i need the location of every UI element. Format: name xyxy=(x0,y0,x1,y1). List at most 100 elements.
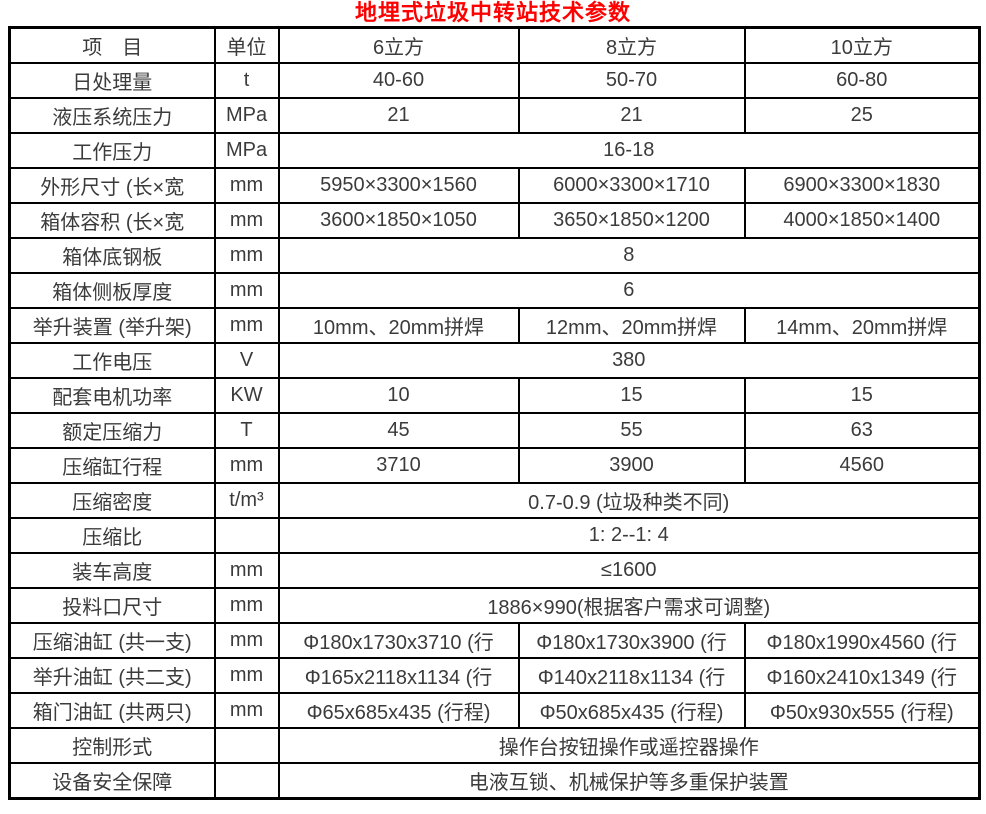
unit-cell: t xyxy=(213,62,280,99)
column-header-10cbm: 10立方 xyxy=(743,26,981,64)
value-cell: 63 xyxy=(743,412,981,449)
table-row: 举升装置 (举升架) mm 10mm、20mm拼焊 12mm、20mm拼焊 14… xyxy=(8,307,981,344)
value-cell: 3900 xyxy=(517,447,746,484)
row-label-cell: 箱体底钢板 xyxy=(8,237,216,274)
value-cell-merged: 380 xyxy=(277,342,981,379)
page-title: 地埋式垃圾中转站技术参数 xyxy=(354,0,631,25)
table-row: 举升油缸 (共二支) mm Φ165x2118x1134 (行 Φ140x211… xyxy=(8,657,981,694)
table-row: 设备安全保障 电液互锁、机械保护等多重保护装置 xyxy=(8,762,981,800)
unit-cell: mm xyxy=(213,167,280,204)
value-cell: 45 xyxy=(277,412,520,449)
value-cell: Φ50x685x435 (行程) xyxy=(517,692,746,729)
table-row: 额定压缩力 T 45 55 63 xyxy=(8,412,981,449)
unit-cell: mm xyxy=(213,552,280,589)
row-label-cell: 压缩油缸 (共一支) xyxy=(8,622,216,659)
value-cell: 10 xyxy=(277,377,520,414)
row-label-cell: 工作电压 xyxy=(8,342,216,379)
header-row: 项 目 单位 6立方 8立方 10立方 xyxy=(8,26,981,64)
value-cell-merged: ≤1600 xyxy=(277,552,981,589)
value-cell: 12mm、20mm拼焊 xyxy=(517,307,746,344)
row-label-cell: 液压系统压力 xyxy=(8,97,216,134)
row-label-cell: 外形尺寸 (长×宽 xyxy=(8,167,216,204)
row-label-cell: 装车高度 xyxy=(8,552,216,589)
value-cell: 60-80 xyxy=(743,62,981,99)
value-cell-merged: 1886×990(根据客户需求可调整) xyxy=(277,587,981,624)
table-row: 箱体底钢板 mm 8 xyxy=(8,237,981,274)
row-label-cell: 压缩缸行程 xyxy=(8,447,216,484)
unit-cell: mm xyxy=(213,237,280,274)
value-cell: Φ50x930x555 (行程) xyxy=(743,692,981,729)
unit-cell: mm xyxy=(213,622,280,659)
table-row: 压缩油缸 (共一支) mm Φ180x1730x3710 (行 Φ180x173… xyxy=(8,622,981,659)
table-row: 配套电机功率 KW 10 15 15 xyxy=(8,377,981,414)
value-cell: Φ180x1990x4560 (行 xyxy=(743,622,981,659)
value-cell: 6000×3300×1710 xyxy=(517,167,746,204)
table-row: 外形尺寸 (长×宽 mm 5950×3300×1560 6000×3300×17… xyxy=(8,167,981,204)
unit-cell xyxy=(213,517,280,554)
row-label-cell: 举升油缸 (共二支) xyxy=(8,657,216,694)
table-row: 日处理量 t 40-60 50-70 60-80 xyxy=(8,62,981,99)
unit-cell xyxy=(213,727,280,764)
row-label-cell: 压缩比 xyxy=(8,517,216,554)
table-row: 压缩比 1: 2--1: 4 xyxy=(8,517,981,554)
table-row: 投料口尺寸 mm 1886×990(根据客户需求可调整) xyxy=(8,587,981,624)
value-cell: Φ140x2118x1134 (行 xyxy=(517,657,746,694)
value-cell: Φ165x2118x1134 (行 xyxy=(277,657,520,694)
unit-cell xyxy=(213,762,280,800)
column-header-6cbm: 6立方 xyxy=(277,26,520,64)
table-row: 压缩缸行程 mm 3710 3900 4560 xyxy=(8,447,981,484)
value-cell: 5950×3300×1560 xyxy=(277,167,520,204)
row-label-cell: 日处理量 xyxy=(8,62,216,99)
value-cell: Φ65x685x435 (行程) xyxy=(277,692,520,729)
column-header-unit: 单位 xyxy=(213,26,280,64)
table-row: 箱体侧板厚度 mm 6 xyxy=(8,272,981,309)
value-cell: 3600×1850×1050 xyxy=(277,202,520,239)
unit-cell: mm xyxy=(213,587,280,624)
table-row: 液压系统压力 MPa 21 21 25 xyxy=(8,97,981,134)
column-header-item: 项 目 xyxy=(8,26,216,64)
table-row: 装车高度 mm ≤1600 xyxy=(8,552,981,589)
unit-cell: mm xyxy=(213,447,280,484)
unit-cell: mm xyxy=(213,202,280,239)
row-label-cell: 压缩密度 xyxy=(8,482,216,519)
table-row: 工作电压 V 380 xyxy=(8,342,981,379)
value-cell: 3710 xyxy=(277,447,520,484)
table-row: 压缩密度 t/m³ 0.7-0.9 (垃圾种类不同) xyxy=(8,482,981,519)
value-cell: Φ160x2410x1349 (行 xyxy=(743,657,981,694)
value-cell-merged: 8 xyxy=(277,237,981,274)
value-cell: 15 xyxy=(743,377,981,414)
value-cell: 21 xyxy=(517,97,746,134)
value-cell: 4000×1850×1400 xyxy=(743,202,981,239)
row-label-cell: 投料口尺寸 xyxy=(8,587,216,624)
table-row: 箱门油缸 (共两只) mm Φ65x685x435 (行程) Φ50x685x4… xyxy=(8,692,981,729)
spec-table: 项 目 单位 6立方 8立方 10立方 日处理量 t 40-60 50-70 6… xyxy=(8,26,981,800)
value-cell: 14mm、20mm拼焊 xyxy=(743,307,981,344)
value-cell: 21 xyxy=(277,97,520,134)
row-label-cell: 设备安全保障 xyxy=(8,762,216,800)
unit-cell: MPa xyxy=(213,97,280,134)
row-label-cell: 配套电机功率 xyxy=(8,377,216,414)
value-cell: 3650×1850×1200 xyxy=(517,202,746,239)
row-label-cell: 箱体侧板厚度 xyxy=(8,272,216,309)
value-cell: 10mm、20mm拼焊 xyxy=(277,307,520,344)
unit-cell: mm xyxy=(213,692,280,729)
row-label-cell: 举升装置 (举升架) xyxy=(8,307,216,344)
row-label-cell: 箱体容积 (长×宽 xyxy=(8,202,216,239)
value-cell: 25 xyxy=(743,97,981,134)
unit-cell: mm xyxy=(213,272,280,309)
value-cell: Φ180x1730x3710 (行 xyxy=(277,622,520,659)
value-cell: 4560 xyxy=(743,447,981,484)
value-cell: 55 xyxy=(517,412,746,449)
value-cell-merged: 16-18 xyxy=(277,132,981,169)
unit-cell: KW xyxy=(213,377,280,414)
value-cell-merged: 操作台按钮操作或遥控器操作 xyxy=(277,727,981,764)
value-cell-merged: 1: 2--1: 4 xyxy=(277,517,981,554)
row-label-cell: 额定压缩力 xyxy=(8,412,216,449)
value-cell-merged: 6 xyxy=(277,272,981,309)
value-cell: 40-60 xyxy=(277,62,520,99)
unit-cell: mm xyxy=(213,657,280,694)
unit-cell: T xyxy=(213,412,280,449)
row-label-cell: 工作压力 xyxy=(8,132,216,169)
unit-cell: MPa xyxy=(213,132,280,169)
row-label-cell: 箱门油缸 (共两只) xyxy=(8,692,216,729)
